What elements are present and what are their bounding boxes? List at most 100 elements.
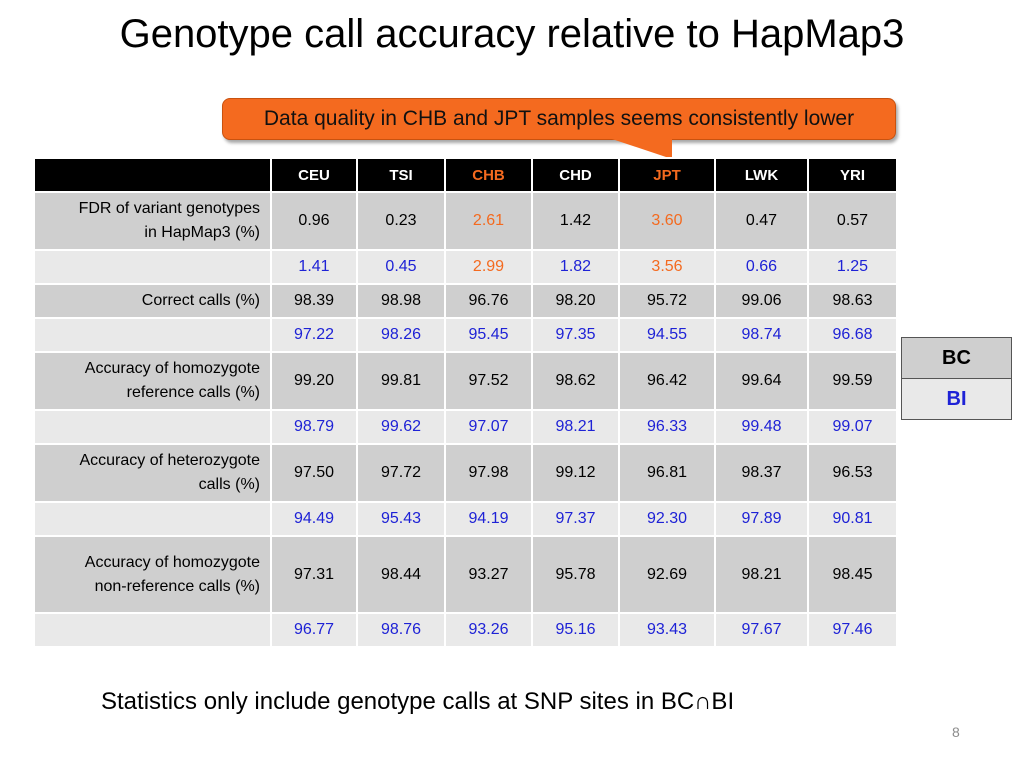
table-cell: 98.62	[531, 351, 620, 411]
table-cell: 3.56	[618, 249, 716, 285]
accuracy-table: CEU TSI CHB CHD JPT LWK YRI FDR of varia…	[33, 157, 898, 648]
table-cell: 2.99	[444, 249, 533, 285]
table-cell: 97.46	[807, 612, 898, 648]
table-row-bc: FDR of variant genotypes in HapMap3 (%) 0…	[33, 191, 898, 251]
table-cell: 97.37	[531, 501, 620, 537]
header-lwk: LWK	[714, 157, 809, 193]
table-cell: 95.45	[444, 317, 533, 353]
row-label-line1: Accuracy of homozygote	[84, 360, 260, 377]
table-cell: 96.68	[807, 317, 898, 353]
table-cell: 97.72	[356, 443, 446, 503]
slide-title: Genotype call accuracy relative to HapMa…	[119, 12, 905, 56]
legend-box: BC BI	[901, 337, 1012, 420]
table-cell: 97.98	[444, 443, 533, 503]
table-cell: 98.45	[807, 535, 898, 614]
table-row-bc: Accuracy of homozygote reference calls (%…	[33, 351, 898, 411]
table-cell: 94.49	[270, 501, 358, 537]
table-cell: 1.82	[531, 249, 620, 285]
table-cell: 99.07	[807, 409, 898, 445]
table-cell: 96.81	[618, 443, 716, 503]
row-label-empty	[33, 249, 272, 285]
row-label: Accuracy of homozygote reference calls (%…	[33, 351, 272, 411]
table-cell: 0.96	[270, 191, 358, 251]
table-cell: 98.21	[531, 409, 620, 445]
table-cell: 94.55	[618, 317, 716, 353]
header-yri: YRI	[807, 157, 898, 193]
row-label-line2: reference calls (%)	[126, 384, 260, 401]
table-row-bi: 97.22 98.26 95.45 97.35 94.55 98.74 96.6…	[33, 317, 898, 353]
table-cell: 98.26	[356, 317, 446, 353]
row-label-empty	[33, 501, 272, 537]
header-chb: CHB	[444, 157, 533, 193]
callout-pointer	[612, 139, 672, 159]
row-label-empty	[33, 317, 272, 353]
row-label-line2: calls (%)	[198, 476, 260, 493]
page-number: 8	[952, 724, 960, 740]
table-cell: 95.72	[618, 283, 716, 319]
table-cell: 1.25	[807, 249, 898, 285]
header-jpt: JPT	[618, 157, 716, 193]
table-cell: 96.33	[618, 409, 716, 445]
table-cell: 97.31	[270, 535, 358, 614]
header-ceu: CEU	[270, 157, 358, 193]
table-cell: 97.22	[270, 317, 358, 353]
table-cell: 1.42	[531, 191, 620, 251]
table-cell: 0.66	[714, 249, 809, 285]
row-label-empty	[33, 409, 272, 445]
table-cell: 95.16	[531, 612, 620, 648]
table-cell: 0.23	[356, 191, 446, 251]
table-cell: 98.76	[356, 612, 446, 648]
table-cell: 93.27	[444, 535, 533, 614]
row-label: Accuracy of homozygote non-reference call…	[33, 535, 272, 614]
table-row-bc: Accuracy of heterozygote calls (%) 97.50 …	[33, 443, 898, 503]
table-cell: 93.26	[444, 612, 533, 648]
table-cell: 95.43	[356, 501, 446, 537]
table-cell: 98.74	[714, 317, 809, 353]
table-cell: 98.37	[714, 443, 809, 503]
table-cell: 98.20	[531, 283, 620, 319]
table-cell: 99.59	[807, 351, 898, 411]
legend-bi: BI	[901, 378, 1012, 420]
table-cell: 98.21	[714, 535, 809, 614]
table-cell: 97.35	[531, 317, 620, 353]
table-cell: 94.19	[444, 501, 533, 537]
table-cell: 96.42	[618, 351, 716, 411]
table-cell: 96.76	[444, 283, 533, 319]
table-cell: 97.89	[714, 501, 809, 537]
table-cell: 0.47	[714, 191, 809, 251]
table-cell: 99.06	[714, 283, 809, 319]
row-label-line1: Accuracy of heterozygote	[79, 452, 260, 469]
footnote: Statistics only include genotype calls a…	[101, 688, 735, 715]
table-cell: 98.44	[356, 535, 446, 614]
row-label: FDR of variant genotypes in HapMap3 (%)	[33, 191, 272, 251]
table-cell: 97.50	[270, 443, 358, 503]
header-tsi: TSI	[356, 157, 446, 193]
row-label-line2: non-reference calls (%)	[94, 577, 260, 595]
header-chd: CHD	[531, 157, 620, 193]
table-cell: 99.81	[356, 351, 446, 411]
callout-box: Data quality in CHB and JPT samples seem…	[222, 98, 896, 140]
table-cell: 90.81	[807, 501, 898, 537]
table-row-bc: Accuracy of homozygote non-reference call…	[33, 535, 898, 614]
row-label-line1: FDR of variant genotypes	[78, 200, 260, 217]
row-label-line1: Accuracy of homozygote	[84, 553, 260, 571]
table-cell: 92.69	[618, 535, 716, 614]
table-cell: 96.77	[270, 612, 358, 648]
table-cell: 99.12	[531, 443, 620, 503]
table-row-bc: Correct calls (%) 98.39 98.98 96.76 98.2…	[33, 283, 898, 319]
table-cell: 99.62	[356, 409, 446, 445]
table-cell: 99.64	[714, 351, 809, 411]
table-cell: 99.48	[714, 409, 809, 445]
table-cell: 2.61	[444, 191, 533, 251]
table-cell: 96.53	[807, 443, 898, 503]
table-cell: 99.20	[270, 351, 358, 411]
table-cell: 98.98	[356, 283, 446, 319]
table-cell: 0.57	[807, 191, 898, 251]
table-cell: 98.63	[807, 283, 898, 319]
row-label-empty	[33, 612, 272, 648]
table-row-bi: 98.79 99.62 97.07 98.21 96.33 99.48 99.0…	[33, 409, 898, 445]
header-empty	[33, 157, 272, 193]
table-row-bi: 96.77 98.76 93.26 95.16 93.43 97.67 97.4…	[33, 612, 898, 648]
table-cell: 97.67	[714, 612, 809, 648]
row-label: Accuracy of heterozygote calls (%)	[33, 443, 272, 503]
